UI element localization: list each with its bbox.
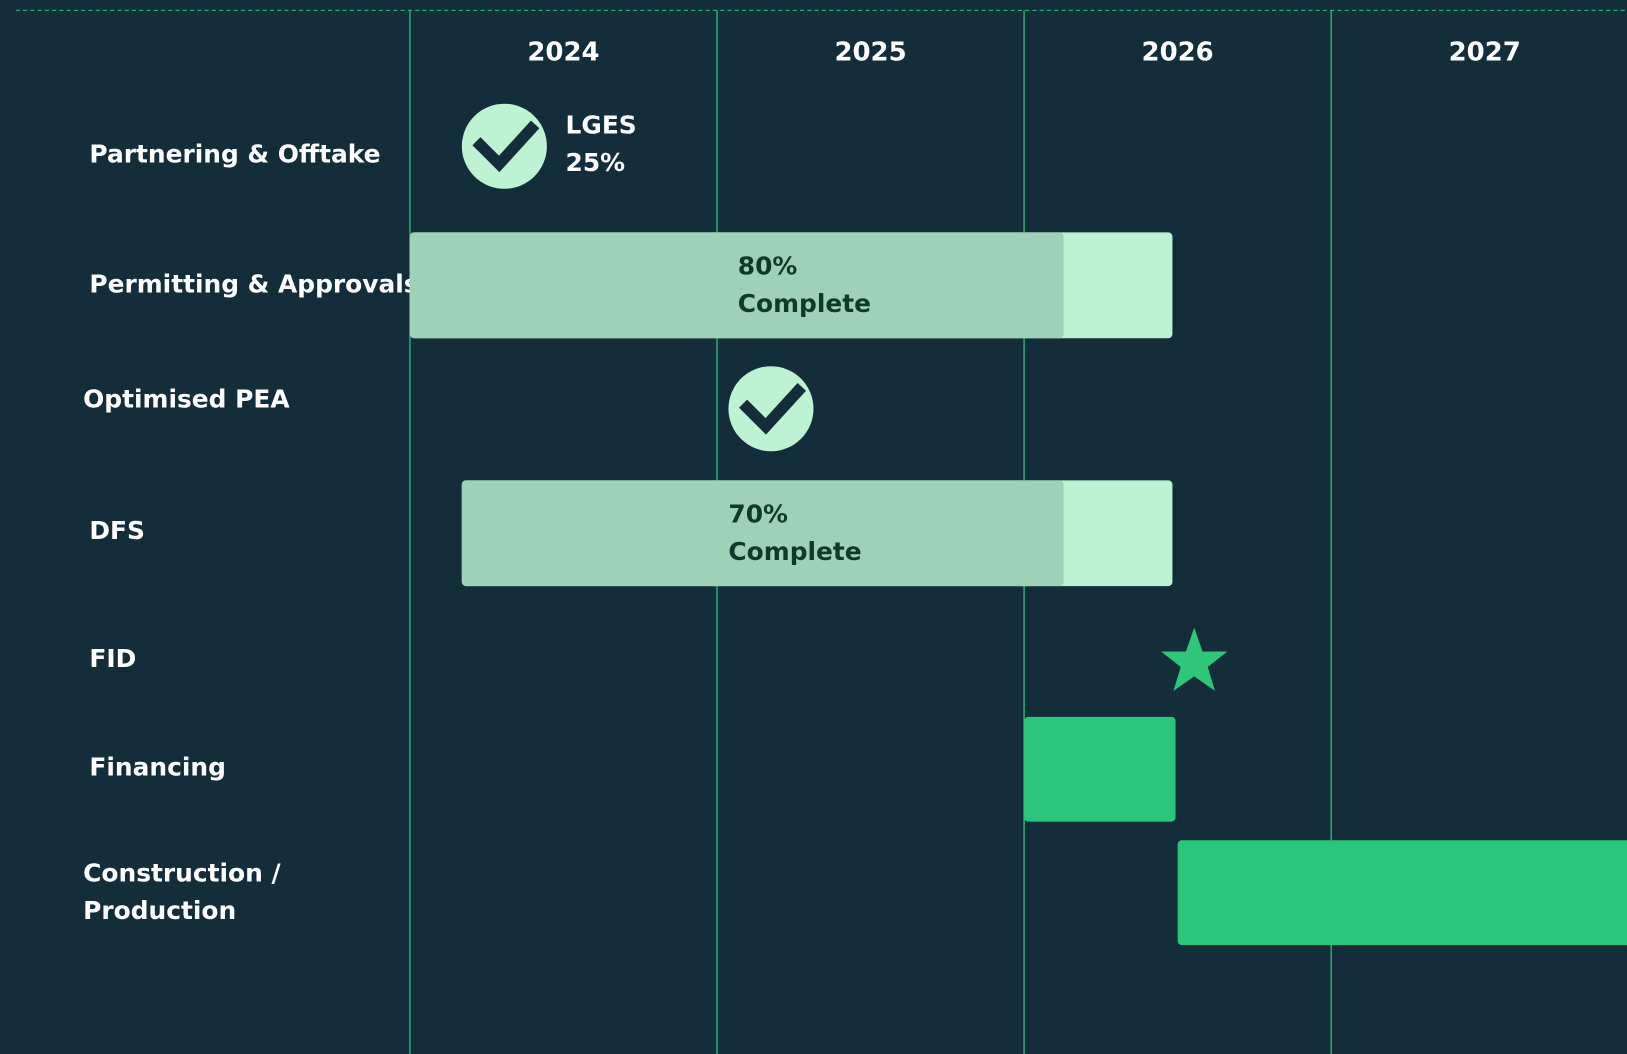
row-label: Partnering & Offtake [89,140,380,169]
row-label: Financing [89,753,226,782]
check-icon [461,103,547,189]
row-label: Construction / [83,859,281,888]
row-label: Optimised PEA [83,384,290,413]
year-label: 2025 [834,37,906,67]
progress-bar-fill [409,232,1064,339]
milestone-star [1161,627,1228,691]
row-label: FID [89,644,136,673]
row-label: Permitting & Approvals [89,269,418,298]
year-label: 2026 [1142,37,1214,67]
bar-label: 80% [738,252,798,281]
bar-label: 70% [728,500,788,529]
year-label: 2027 [1449,37,1521,67]
phase-bar [1024,716,1176,822]
phase-bar [1177,840,1627,946]
bar-label: Complete [738,289,871,318]
row-label: DFS [89,516,145,545]
milestone-note: LGES [566,111,637,140]
progress-bar-fill [461,480,1064,587]
year-label: 2024 [527,37,599,67]
milestone-note: 25% [566,148,626,177]
bar-label: Complete [728,537,861,566]
check-icon [728,366,814,452]
check-mark [739,383,806,435]
row-label: Production [83,896,236,925]
check-mark [472,120,540,173]
